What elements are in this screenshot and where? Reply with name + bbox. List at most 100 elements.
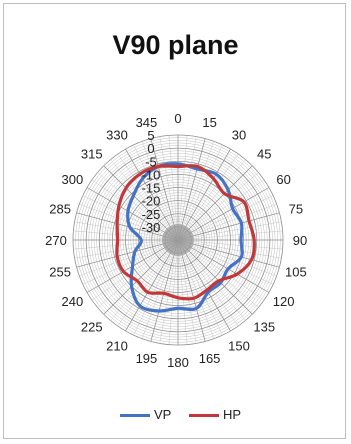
- angle-label: 300: [61, 172, 83, 187]
- grid-spoke: [74, 239, 179, 259]
- angle-label: 195: [136, 351, 158, 366]
- grid-spoke: [177, 144, 223, 241]
- legend-label-vp: VP: [154, 407, 172, 422]
- grid-spoke: [177, 239, 223, 336]
- grid-spoke: [177, 203, 277, 241]
- grid-spoke: [177, 239, 253, 315]
- angle-label: 135: [253, 319, 275, 334]
- legend-swatch-hp: [189, 414, 219, 417]
- radial-label: 5: [147, 128, 154, 143]
- angle-label: 150: [228, 339, 250, 354]
- grid-spoke: [177, 239, 246, 321]
- grid-spoke: [168, 135, 179, 241]
- grid-spoke: [177, 138, 206, 241]
- chart-title: V90 plane: [112, 30, 239, 60]
- grid-spoke: [177, 135, 188, 241]
- angle-label: 270: [45, 233, 67, 248]
- angle-label: 180: [167, 355, 189, 370]
- grid-spoke: [177, 187, 270, 241]
- grid-spoke: [103, 239, 179, 315]
- grid-spoke: [125, 148, 179, 241]
- grid-spoke: [150, 239, 179, 342]
- grid-spoke: [168, 239, 179, 345]
- grid-spoke: [177, 221, 282, 241]
- grid-spoke: [177, 239, 188, 345]
- radial-label: -20: [142, 194, 161, 209]
- grid-spoke: [177, 230, 283, 241]
- radial-label: 0: [147, 141, 154, 156]
- grid-spoke: [82, 239, 179, 285]
- grid-spoke: [110, 239, 179, 321]
- radial-label: -10: [142, 167, 161, 182]
- grid-spoke: [177, 239, 215, 339]
- angle-label: 285: [49, 201, 71, 216]
- angle-label: 165: [199, 351, 221, 366]
- grid-spoke: [177, 148, 231, 241]
- grid-spoke: [110, 159, 179, 241]
- grid-spoke: [177, 239, 197, 344]
- angle-label: 105: [285, 265, 307, 280]
- grid-spoke: [177, 239, 231, 332]
- radial-label: -15: [142, 181, 161, 196]
- grid-spoke: [177, 159, 246, 241]
- legend-label-hp: HP: [223, 407, 242, 422]
- grid-spoke: [86, 187, 179, 241]
- angle-label: 225: [81, 319, 103, 334]
- grid-spoke: [91, 239, 179, 301]
- grid-spoke: [177, 179, 265, 241]
- grid-spoke: [177, 239, 265, 301]
- center-disc: [162, 224, 194, 256]
- grid-spoke: [177, 239, 277, 277]
- angle-label: 45: [257, 147, 271, 162]
- grid-spoke: [125, 239, 179, 332]
- grid-spoke: [97, 239, 179, 308]
- grid-spoke: [73, 230, 179, 241]
- grid-spoke: [177, 239, 259, 308]
- legend-swatch-vp: [120, 414, 150, 417]
- grid-spoke: [141, 239, 179, 339]
- grid-spoke: [133, 144, 179, 241]
- grid-spoke: [177, 239, 280, 268]
- series-layer: [115, 162, 256, 313]
- angle-label: 60: [276, 172, 290, 187]
- grid-spoke: [97, 172, 179, 241]
- grid-spoke: [76, 212, 179, 241]
- grid-spoke: [177, 239, 274, 285]
- angle-label: 315: [81, 147, 103, 162]
- grid-spoke: [103, 165, 179, 241]
- grid-spoke: [177, 165, 253, 241]
- angle-label: 30: [232, 127, 246, 142]
- angle-label: 15: [202, 115, 216, 130]
- polar-center-fill: [162, 224, 194, 256]
- grid-spoke: [159, 239, 179, 344]
- grid-spoke: [82, 195, 179, 241]
- angle-label: 330: [106, 127, 128, 142]
- radial-label: -25: [142, 207, 161, 222]
- angle-label: 120: [273, 294, 295, 309]
- radial-label: -5: [145, 154, 157, 169]
- grid-spoke: [150, 138, 179, 241]
- angle-label: 0: [174, 111, 181, 126]
- grid-spoke: [117, 239, 179, 327]
- angle-label: 255: [49, 265, 71, 280]
- grid-spoke: [91, 179, 179, 241]
- angle-label: 210: [106, 339, 128, 354]
- grid-spoke: [133, 239, 179, 336]
- grid-spoke: [141, 141, 179, 241]
- angle-label: 75: [289, 201, 303, 216]
- grid-spoke: [177, 239, 283, 250]
- grid-spoke: [79, 239, 179, 277]
- grid-spoke: [177, 239, 282, 259]
- angle-label: 90: [293, 233, 307, 248]
- legend: VP HP: [0, 405, 351, 425]
- angle-label: 240: [61, 294, 83, 309]
- grid-spoke: [177, 239, 270, 293]
- grid-spoke: [177, 239, 239, 327]
- grid-spoke: [117, 153, 179, 241]
- grid-spoke: [177, 172, 259, 241]
- radial-label: -30: [142, 220, 161, 235]
- angle-label: 345: [136, 115, 158, 130]
- grid-spoke: [177, 195, 274, 241]
